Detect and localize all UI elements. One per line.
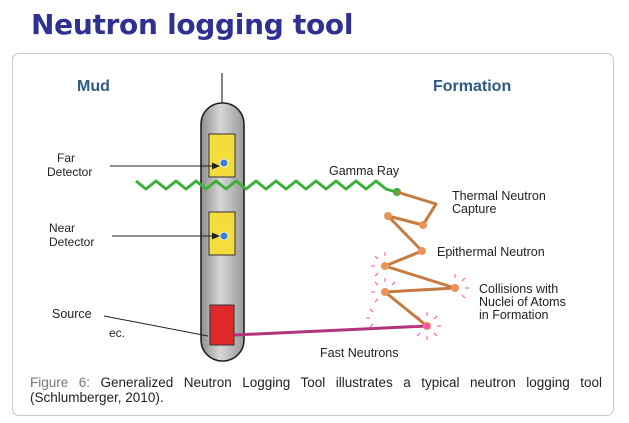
- source-leader: [103, 315, 209, 337]
- source-label: Source: [52, 307, 92, 321]
- epithermal-label: Epithermal Neutron: [437, 245, 545, 259]
- collisions-label: Collisions with Nuclei of Atoms in Forma…: [479, 282, 569, 322]
- figure-caption: Figure 6: Generalized Neutron Logging To…: [30, 375, 602, 405]
- collision-point: [384, 212, 392, 220]
- far-detector: [208, 133, 236, 178]
- caption-text: Generalized Neutron Logging Tool illustr…: [30, 375, 602, 405]
- caption-mask: [14, 327, 112, 385]
- gamma-ray-label: Gamma Ray: [329, 164, 400, 178]
- caption-lead: Figure 6:: [30, 375, 90, 390]
- figure-frame: [12, 53, 614, 416]
- far-detector-arrowhead: [212, 162, 220, 170]
- collision-point: [418, 247, 426, 255]
- mud-label: Mud: [77, 78, 110, 95]
- fast-neutron-impact: [424, 323, 430, 329]
- page-title: Neutron logging tool: [31, 8, 354, 41]
- collision-burst: [454, 274, 469, 299]
- collision-point: [451, 284, 459, 292]
- collision-point: [381, 262, 389, 270]
- collision-point: [381, 288, 389, 296]
- gamma-ray-path: [135, 179, 397, 194]
- formation-label: Formation: [433, 78, 511, 95]
- fast-neutrons-label: Fast Neutrons: [320, 346, 399, 360]
- near-detector-arrowhead: [212, 232, 220, 240]
- near-detector-label: Near Detector: [49, 221, 94, 249]
- collision-burst: [371, 278, 396, 303]
- collision-point: [419, 221, 427, 229]
- far-detector-dot: [219, 158, 229, 168]
- collision-burst: [371, 252, 386, 277]
- far-detector-label: Far Detector: [47, 151, 92, 179]
- neutron-source: [209, 304, 235, 346]
- fast-neutron-beam: [233, 324, 428, 337]
- collision-burst: [413, 312, 441, 340]
- collision-burst: [366, 308, 374, 328]
- thermal-capture-label: Thermal Neutron Capture: [452, 189, 549, 216]
- caption-fragment: ec.: [109, 326, 125, 340]
